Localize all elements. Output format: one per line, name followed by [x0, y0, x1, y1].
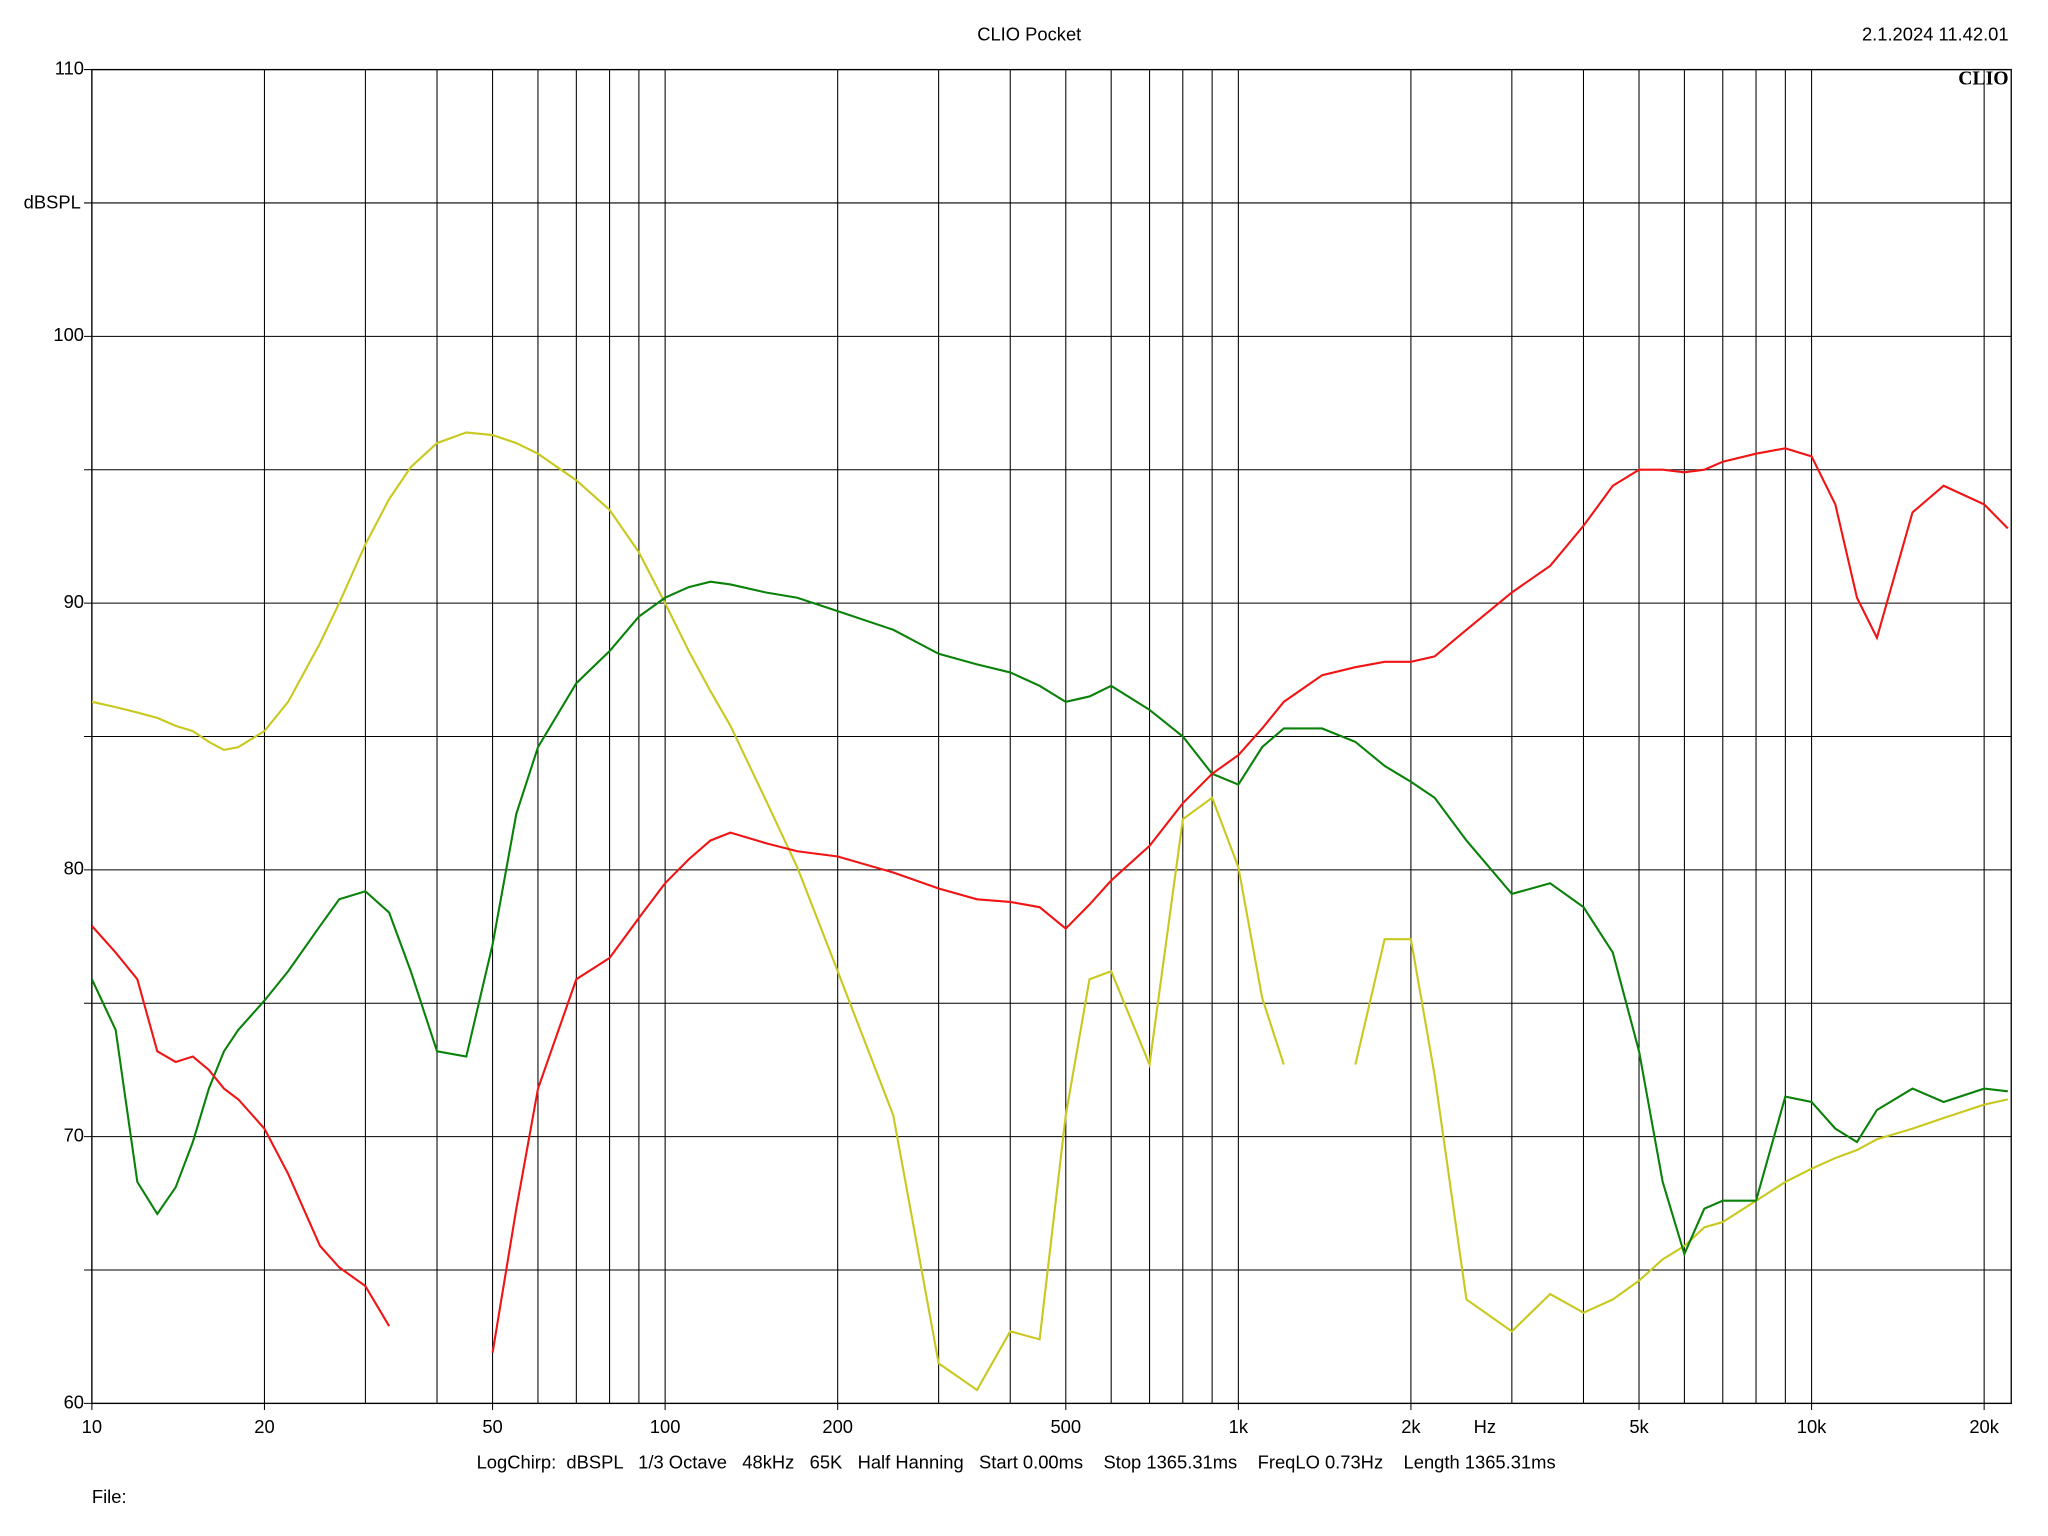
y-tick-label: 90 [64, 591, 84, 612]
x-tick-label: 5k [1629, 1416, 1649, 1437]
y-axis-label: dBSPL [24, 191, 81, 212]
x-axis-label: Hz [1474, 1416, 1496, 1437]
y-tick-label: 80 [64, 858, 84, 879]
footer: LogChirp: dBSPL 1/3 Octave 48kHz 65K Hal… [477, 1452, 1556, 1473]
y-tick-label: 110 [55, 57, 84, 78]
y-tick-label: 100 [53, 324, 84, 345]
x-tick-label: 50 [482, 1416, 502, 1437]
x-tick-label: 200 [822, 1416, 853, 1437]
x-tick-label: 100 [650, 1416, 681, 1437]
series-line [91, 431, 2009, 1392]
timestamp: 2.1.2024 11.42.01 [1862, 23, 2009, 44]
file-label: File: [92, 1486, 127, 1507]
x-tick-label: 2k [1401, 1416, 1421, 1437]
x-tick-label: 10 [82, 1416, 102, 1437]
x-tick-label: 20 [254, 1416, 274, 1437]
series-line [91, 447, 2009, 1353]
x-tick-label: 20k [1969, 1416, 1999, 1437]
y-tick-label: 70 [64, 1124, 84, 1145]
y-tick-label: 60 [64, 1391, 84, 1412]
logo: CLIO [1958, 68, 2008, 90]
x-tick-label: 1k [1229, 1416, 1249, 1437]
x-tick-label: 10k [1797, 1416, 1827, 1437]
series-line [91, 580, 2008, 1258]
chart-title: CLIO Pocket [977, 23, 1081, 44]
x-tick-label: 500 [1050, 1416, 1081, 1437]
